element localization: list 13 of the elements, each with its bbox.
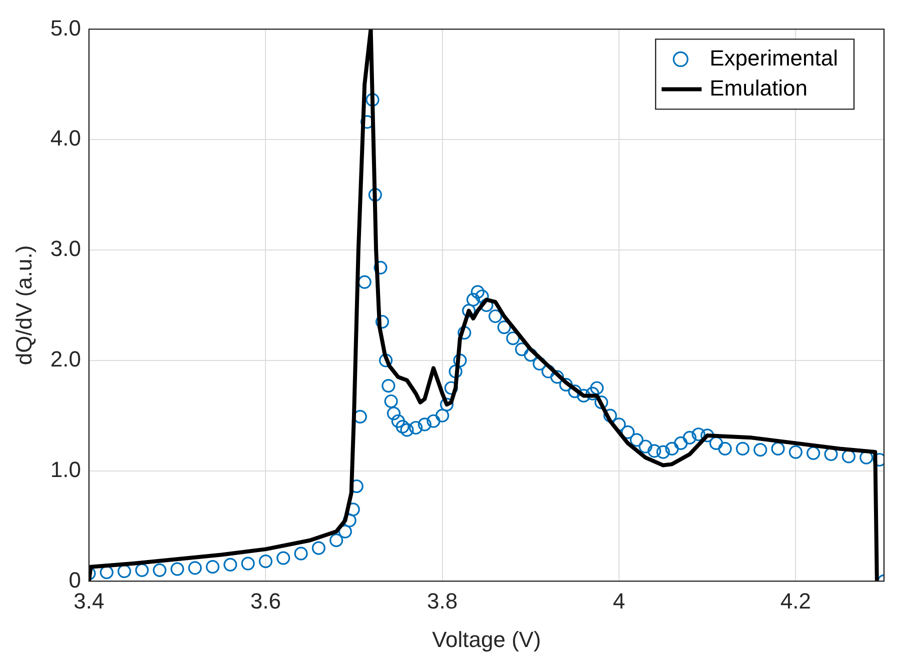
- x-tick-label: 4: [612, 588, 626, 614]
- y-tick-label: 4.0: [50, 126, 81, 151]
- y-tick-label: 3.0: [50, 236, 81, 262]
- x-tick-label: 4.2: [780, 588, 811, 614]
- y-tick-label: 1.0: [50, 456, 81, 482]
- y-tick-label: 2.0: [50, 346, 81, 372]
- y-tick-label: 5.0: [50, 15, 81, 40]
- y-axis-title: dQ/dV (a.u.): [11, 245, 36, 366]
- x-axis-title: Voltage (V): [432, 626, 541, 652]
- legend-label: Emulation: [710, 75, 808, 100]
- legend-label: Experimental: [710, 45, 838, 70]
- x-tick-label: 3.8: [427, 588, 458, 614]
- x-tick-label: 3.6: [250, 588, 281, 614]
